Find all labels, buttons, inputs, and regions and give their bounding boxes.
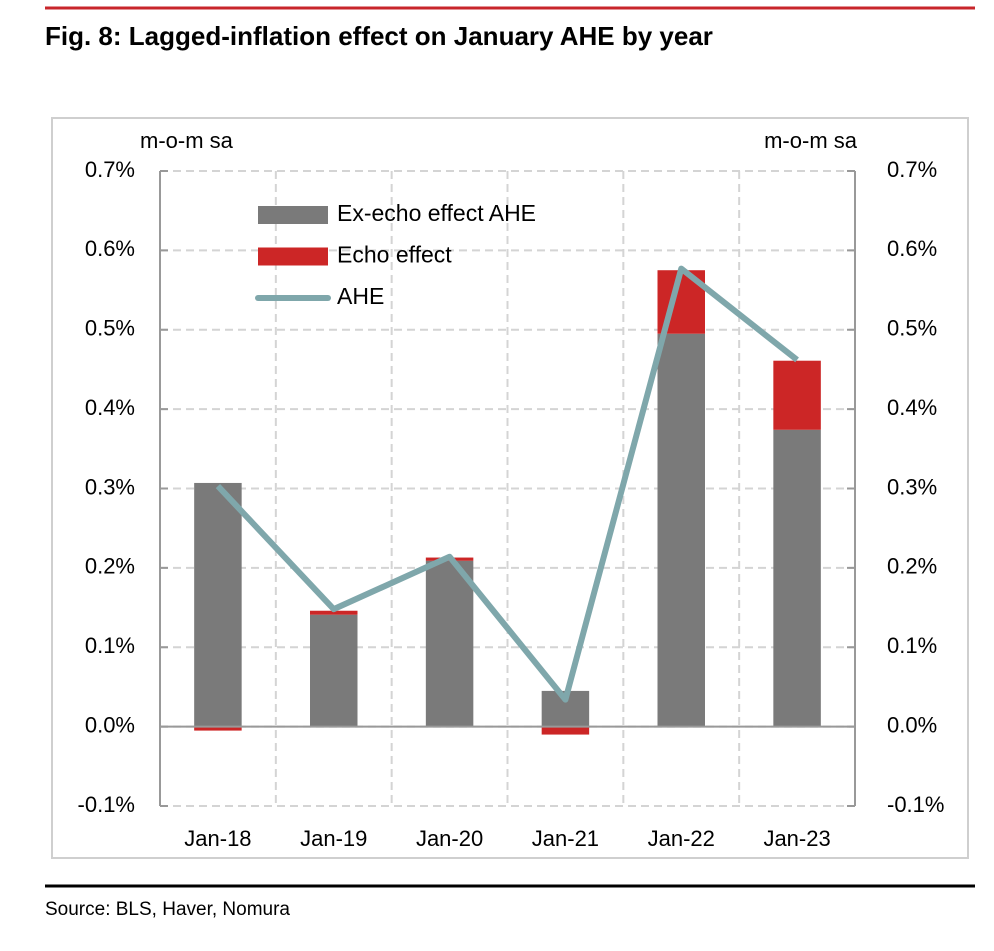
x-tick-label: Jan-21 bbox=[532, 826, 599, 851]
y-tick-label: 0.3% bbox=[85, 474, 135, 499]
legend-swatch bbox=[258, 206, 328, 224]
y-axis-label: m-o-m sa bbox=[140, 128, 234, 153]
bar bbox=[310, 614, 358, 727]
y-tick-label: 0.2% bbox=[85, 554, 135, 579]
bar bbox=[194, 726, 242, 731]
chart-title: Fig. 8: Lagged-inflation effect on Janua… bbox=[45, 21, 713, 51]
y2-tick-label: -0.1% bbox=[887, 792, 944, 817]
x-tick-label: Jan-20 bbox=[416, 826, 483, 851]
y-tick-label: 0.7% bbox=[85, 157, 135, 182]
y-tick-label: -0.1% bbox=[78, 792, 135, 817]
y2-tick-label: 0.2% bbox=[887, 554, 937, 579]
y2-tick-label: 0.4% bbox=[887, 395, 937, 420]
bar bbox=[541, 726, 590, 735]
x-tick-label: Jan-19 bbox=[300, 826, 367, 851]
legend-swatch bbox=[258, 247, 328, 266]
bar bbox=[773, 429, 821, 727]
line bbox=[215, 265, 799, 703]
bar bbox=[425, 560, 474, 727]
x-tick-label: Jan-23 bbox=[763, 826, 830, 851]
y-tick-label: 0.1% bbox=[85, 633, 135, 658]
y-tick-label: 0.5% bbox=[85, 316, 135, 341]
bar bbox=[194, 482, 242, 727]
legend-label: AHE bbox=[337, 283, 384, 309]
x-tick-label: Jan-22 bbox=[648, 826, 715, 851]
y-tick-label: 0.6% bbox=[85, 236, 135, 261]
bar bbox=[657, 333, 705, 727]
x-tick-label: Jan-18 bbox=[184, 826, 251, 851]
y2-tick-label: 0.0% bbox=[887, 712, 937, 737]
y2-tick-label: 0.7% bbox=[887, 157, 937, 182]
y2-axis-label: m-o-m sa bbox=[764, 128, 858, 153]
bar bbox=[773, 360, 821, 430]
y2-tick-label: 0.1% bbox=[887, 633, 937, 658]
bar bbox=[310, 610, 358, 615]
chart-frame bbox=[51, 117, 969, 859]
y2-tick-label: 0.6% bbox=[887, 236, 937, 261]
source-note: Source: BLS, Haver, Nomura bbox=[45, 899, 290, 920]
legend-label: Echo effect bbox=[337, 242, 452, 268]
y2-tick-label: 0.3% bbox=[887, 474, 937, 499]
y-tick-label: 0.0% bbox=[85, 712, 135, 737]
y2-tick-label: 0.5% bbox=[887, 316, 937, 341]
legend-label: Ex-echo effect AHE bbox=[337, 200, 536, 226]
y-tick-label: 0.4% bbox=[85, 395, 135, 420]
